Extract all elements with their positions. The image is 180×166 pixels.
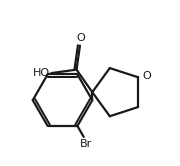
Text: O: O [77, 33, 85, 43]
Text: O: O [142, 71, 151, 81]
Text: HO: HO [32, 68, 50, 78]
Text: Br: Br [79, 139, 92, 149]
